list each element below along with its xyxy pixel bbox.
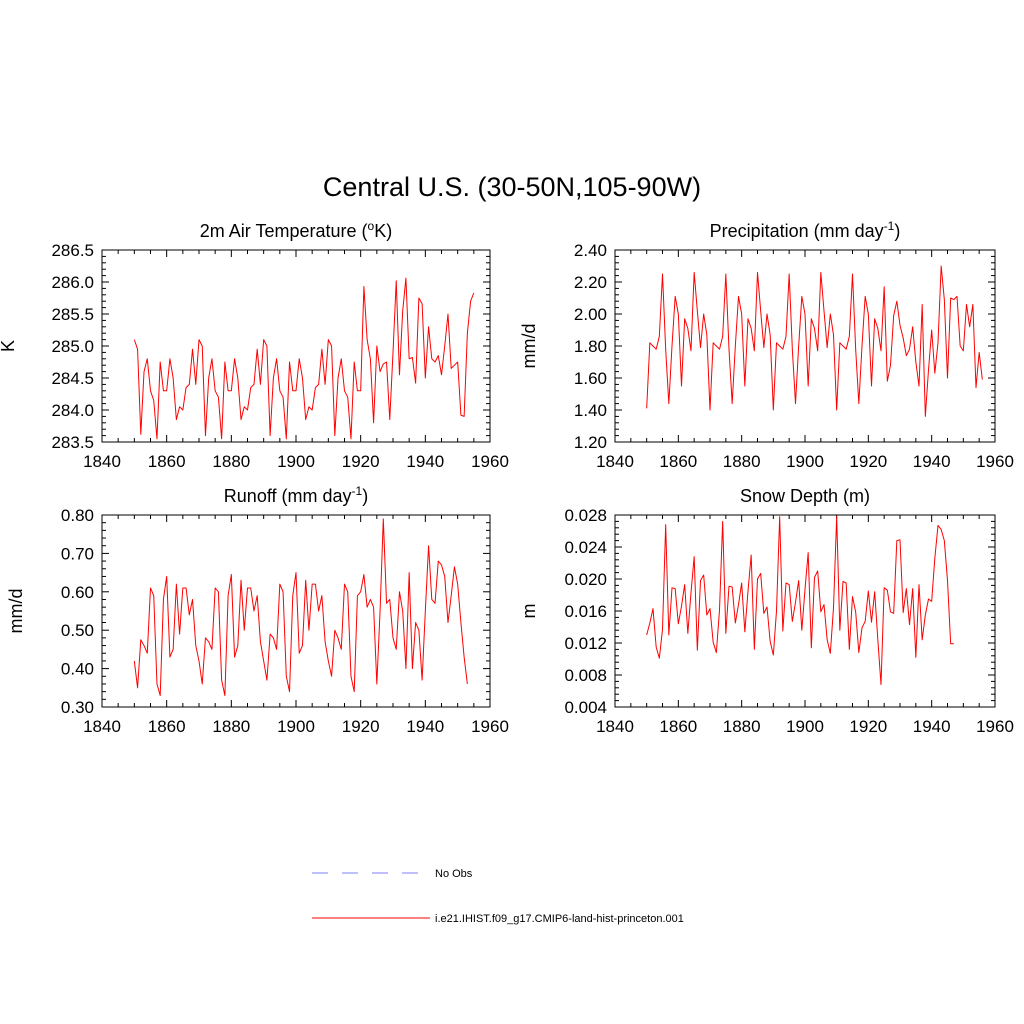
panel-title-main: Snow Depth (m)	[740, 486, 870, 506]
panel-title-main: 2m Air Temperature (	[200, 221, 368, 241]
y-tick-label: 0.40	[61, 660, 94, 679]
y-tick-label: 0.60	[61, 583, 94, 602]
panel-title-tail: )	[362, 486, 368, 506]
x-tick-label: 1880	[212, 717, 250, 736]
y-tick-label: 284.0	[51, 401, 94, 420]
y-tick-label: 0.028	[564, 506, 607, 525]
figure-title: Central U.S. (30-50N,105-90W)	[323, 172, 701, 202]
y-tick-label: 0.30	[61, 698, 94, 717]
y-tick-label: 1.40	[574, 401, 607, 420]
panel-title-runoff: Runoff (mm day-1)	[224, 484, 368, 506]
y-axis-label: m	[519, 604, 539, 619]
x-tick-label: 1840	[83, 717, 121, 736]
panel-title-tail: )	[894, 221, 900, 241]
x-tick-label: 1860	[148, 717, 186, 736]
y-tick-label: 286.5	[51, 241, 94, 260]
legend-label-model: i.e21.IHIST.f09_g17.CMIP6-land-hist-prin…	[435, 913, 684, 925]
x-tick-label: 1880	[212, 452, 250, 471]
panel-runoff: Runoff (mm day-1) 1840 1860 1880 1900 1920 194…	[6, 484, 509, 736]
x-tick-label: 1940	[406, 452, 444, 471]
series-line-runoff	[133, 518, 468, 696]
y-tick-label: 0.70	[61, 544, 94, 563]
x-tick-label: 1840	[83, 452, 121, 471]
panel-prect: Precipitation (mm day-1) 1840 1860 1880 1900…	[519, 219, 1014, 471]
y-axis-label: K	[0, 340, 18, 352]
y-tick-label: 0.80	[61, 506, 94, 525]
x-tick-label: 1840	[596, 452, 634, 471]
x-tick-label: 1940	[406, 717, 444, 736]
y-tick-label: 285.5	[51, 305, 94, 324]
series-line-snowdp	[646, 516, 954, 686]
plot-frame	[614, 514, 996, 708]
x-tick-label: 1960	[471, 452, 509, 471]
panel-title-snowdp: Snow Depth (m)	[740, 486, 870, 506]
y-tick-label: 2.20	[574, 273, 607, 292]
x-tick-label: 1880	[723, 717, 761, 736]
x-tick-label: 1860	[659, 452, 697, 471]
plot-frame	[101, 514, 491, 708]
y-tick-label: 284.5	[51, 369, 94, 388]
x-tick-label: 1900	[786, 452, 824, 471]
y-tick-label: 1.80	[574, 337, 607, 356]
x-tick-label: 1900	[277, 717, 315, 736]
y-tick-label: 286.0	[51, 273, 94, 292]
x-tick-label: 1940	[913, 717, 951, 736]
y-tick-label: 0.008	[564, 666, 607, 685]
x-tick-label: 1920	[342, 452, 380, 471]
y-tick-label: 0.020	[564, 570, 607, 589]
y-axis-label: mm/d	[6, 589, 26, 634]
x-tick-label: 1920	[849, 717, 887, 736]
y-tick-label: 0.50	[61, 621, 94, 640]
x-tick-label: 1960	[976, 717, 1014, 736]
x-tick-label: 1960	[976, 452, 1014, 471]
x-tick-label: 1860	[659, 717, 697, 736]
plot-frame	[101, 249, 491, 443]
x-tick-label: 1940	[913, 452, 951, 471]
y-tick-label: 1.60	[574, 369, 607, 388]
y-tick-label: 0.012	[564, 634, 607, 653]
x-tick-label: 1900	[277, 452, 315, 471]
panel-title-main: Runoff (mm day	[224, 486, 352, 506]
x-tick-label: 1920	[849, 452, 887, 471]
x-tick-label: 1840	[596, 717, 634, 736]
y-tick-label: 2.40	[574, 241, 607, 260]
x-tick-label: 1860	[148, 452, 186, 471]
x-tick-label: 1920	[342, 717, 380, 736]
legend-label-no-obs: No Obs	[435, 868, 473, 880]
y-tick-label: 285.0	[51, 337, 94, 356]
series-line-tas	[133, 277, 475, 440]
y-tick-label: 1.20	[574, 433, 607, 452]
series-line-prect	[646, 265, 983, 417]
y-tick-label: 0.004	[564, 698, 607, 717]
y-tick-label: 283.5	[51, 433, 94, 452]
legend: No Obs i.e21.IHIST.f09_g17.CMIP6-land-hi…	[312, 868, 684, 925]
panel-title-superscript: -1	[884, 219, 895, 233]
panel-tas: 2m Air Temperature (oK) 1840 1860 1880 1900 1…	[0, 219, 509, 471]
y-tick-label: 0.024	[564, 538, 607, 557]
legend-entry-model: i.e21.IHIST.f09_g17.CMIP6-land-hist-prin…	[312, 913, 684, 925]
legend-entry-no-obs: No Obs	[312, 868, 473, 880]
panel-title-superscript: -1	[352, 484, 363, 498]
y-tick-label: 0.016	[564, 602, 607, 621]
x-tick-label: 1880	[723, 452, 761, 471]
panel-title-prect: Precipitation (mm day-1)	[710, 219, 901, 241]
x-tick-label: 1900	[786, 717, 824, 736]
panel-title-tail: K)	[374, 221, 392, 241]
panel-title-superscript: o	[368, 219, 375, 233]
panels-group: 2m Air Temperature (oK)1840 1860 1880 1900 1…	[0, 219, 1014, 736]
y-axis-label: mm/d	[519, 324, 539, 369]
y-tick-label: 2.00	[574, 305, 607, 324]
x-tick-label: 1960	[471, 717, 509, 736]
panel-title-tas: 2m Air Temperature (oK)	[200, 219, 392, 241]
panel-title-main: Precipitation (mm day	[710, 221, 884, 241]
panel-snowdp: Snow Depth (m) 1840 1860 1880 1900 1920 1940 19…	[519, 486, 1014, 736]
